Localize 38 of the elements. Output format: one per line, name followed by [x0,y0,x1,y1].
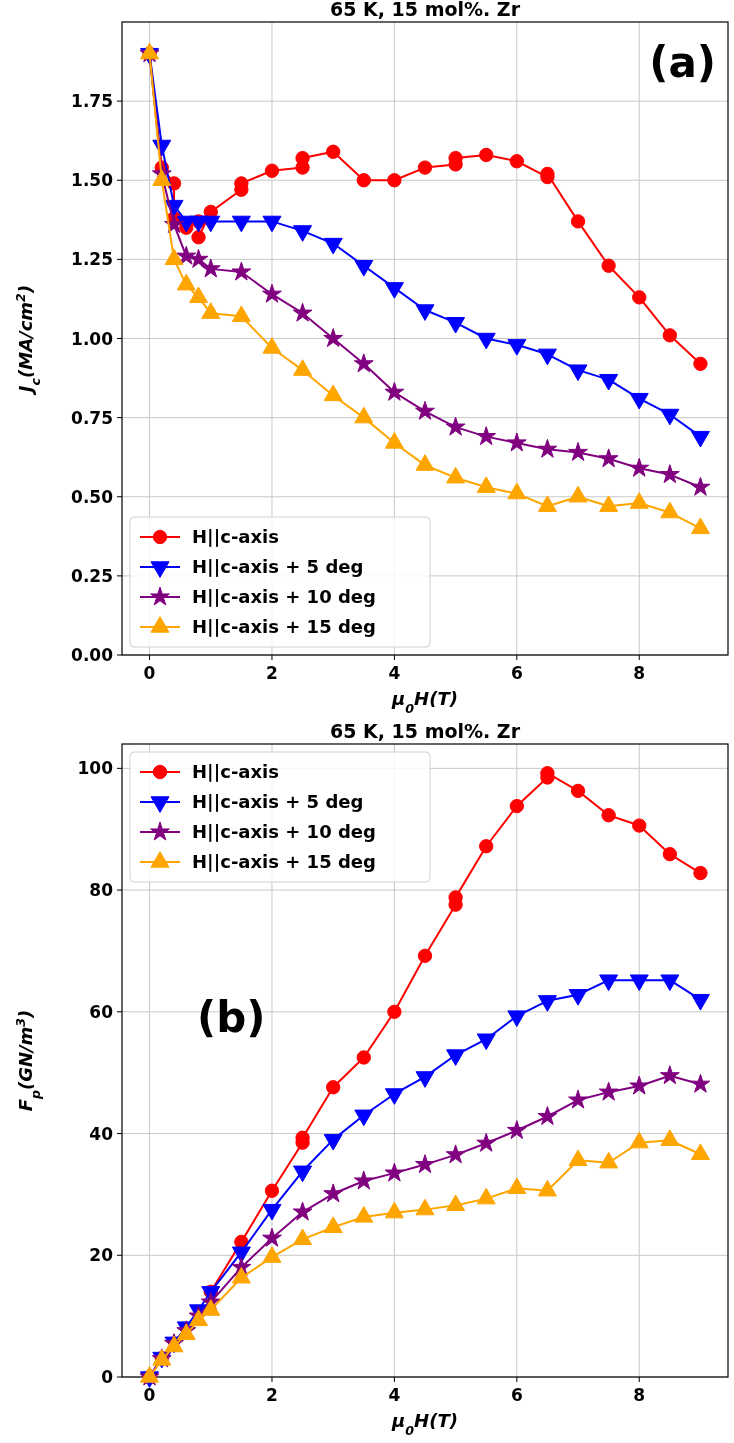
y-tick-label: 1.25 [71,249,113,270]
y-tick-label: 1.75 [71,91,113,112]
x-tick-label: 2 [266,1385,278,1405]
y-tick-label: 60 [89,1001,114,1022]
x-axis-title: μ$_{0}$H(T) [391,688,458,716]
y-tick-label: 0.25 [71,565,113,586]
annotation: (b) [197,993,266,1042]
y-tick-label: 0.75 [71,407,113,428]
legend-label: H||c-axis [192,761,279,782]
x-tick-label: 8 [633,663,646,683]
legend-label: H||c-axis + 15 deg [192,616,376,637]
x-tick-label: 6 [510,663,523,683]
y-tick-label: 100 [77,758,114,779]
x-tick-label: 6 [510,1385,523,1405]
legend-label: H||c-axis + 10 deg [192,821,376,842]
legend-label: H||c-axis + 15 deg [192,851,376,872]
chart-title: 65 K, 15 mol%. Zr [329,720,521,742]
y-tick-label: 0.00 [71,645,114,665]
y-tick-label: 0 [101,1367,114,1387]
x-tick-label: 0 [143,1385,156,1405]
annotation: (a) [649,38,716,87]
y-tick-label: 20 [89,1245,114,1266]
x-tick-label: 4 [388,1385,401,1405]
x-tick-label: 8 [633,1385,646,1405]
y-tick-label: 1.50 [71,170,114,191]
x-tick-label: 2 [266,663,278,683]
x-tick-label: 0 [143,663,156,683]
legend-label: H||c-axis + 5 deg [192,791,364,812]
x-tick-label: 4 [388,663,401,683]
chart-title: 65 K, 15 mol%. Zr [329,0,521,20]
y-tick-label: 0.50 [71,486,114,507]
y-tick-label: 40 [89,1123,114,1144]
x-axis-title: μ$_{0}$H(T) [391,1410,458,1438]
legend-label: H||c-axis + 10 deg [192,586,376,607]
legend-label: H||c-axis [192,526,279,547]
y-tick-label: 1.00 [71,328,114,349]
legend-label: H||c-axis + 5 deg [192,556,364,577]
y-tick-label: 80 [89,880,114,901]
